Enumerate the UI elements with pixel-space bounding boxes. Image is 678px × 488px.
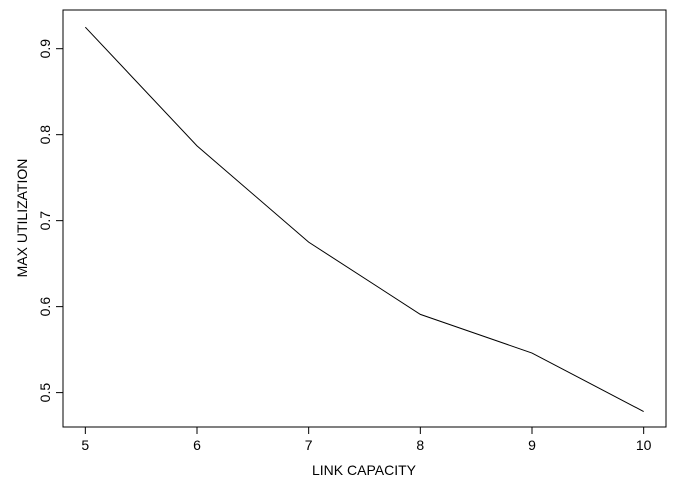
- x-axis-label: LINK CAPACITY: [312, 462, 417, 478]
- x-tick-label: 9: [528, 437, 536, 453]
- data-point: [196, 144, 199, 147]
- data-line: [84, 26, 644, 412]
- series-layer: [84, 26, 645, 413]
- data-point: [419, 313, 422, 316]
- data-point: [531, 352, 534, 355]
- y-tick-label: 0.5: [37, 383, 53, 403]
- y-axis-label: MAX UTILIZATION: [14, 159, 30, 278]
- x-tick-label: 8: [416, 437, 424, 453]
- x-axis-ticks: 5 6 7 8 9 10: [81, 427, 652, 453]
- data-point: [84, 26, 87, 29]
- y-tick-label: 0.6: [37, 297, 53, 317]
- x-tick-label: 10: [636, 437, 652, 453]
- y-axis-ticks: 0.5 0.6 0.7 0.8 0.9: [37, 39, 63, 403]
- x-tick-label: 5: [81, 437, 89, 453]
- x-tick-label: 7: [305, 437, 313, 453]
- y-tick-label: 0.9: [37, 39, 53, 59]
- data-point: [642, 410, 645, 413]
- y-tick-label: 0.7: [37, 211, 53, 231]
- y-tick-label: 0.8: [37, 125, 53, 145]
- data-point: [307, 241, 310, 244]
- plot-frame: [62, 9, 667, 428]
- x-tick-label: 6: [193, 437, 201, 453]
